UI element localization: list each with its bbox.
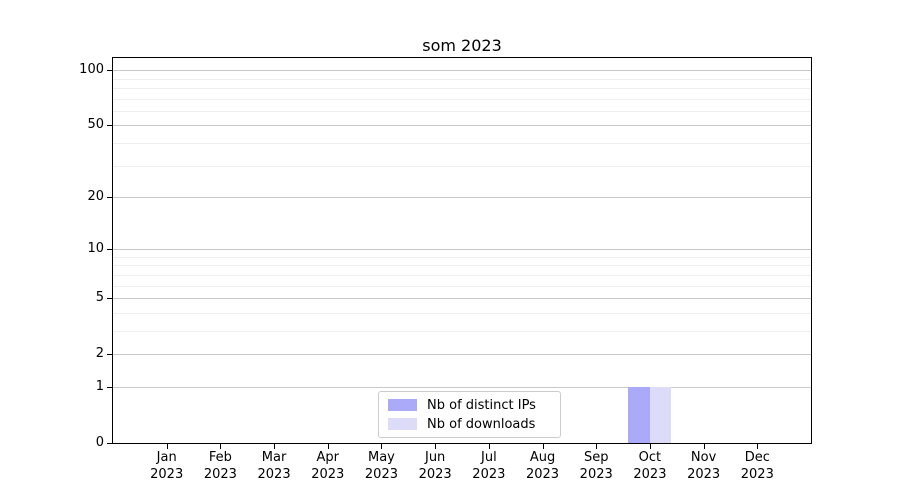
x-tick-mark bbox=[488, 444, 490, 449]
bar-nb-of-downloads-oct-2023 bbox=[649, 387, 672, 443]
x-tick-mark bbox=[703, 444, 705, 449]
x-tick-label: Aug 2023 bbox=[525, 450, 560, 482]
y-gridline-minor bbox=[113, 274, 811, 276]
legend-swatch-nb-of-downloads bbox=[388, 418, 417, 430]
legend-swatch-nb-of-distinct-ips bbox=[388, 399, 417, 411]
x-tick-mark bbox=[220, 444, 222, 449]
chart-title: som 2023 bbox=[422, 36, 502, 55]
y-tick-label: 20 bbox=[87, 189, 104, 204]
x-tick-mark bbox=[596, 444, 598, 449]
y-tick-mark bbox=[107, 249, 112, 251]
y-tick-mark bbox=[107, 386, 112, 388]
y-gridline-major bbox=[113, 386, 811, 388]
x-tick-mark bbox=[274, 444, 276, 449]
x-tick-label: Jul 2023 bbox=[472, 450, 506, 482]
y-gridline-major bbox=[113, 249, 811, 251]
x-tick-label: Apr 2023 bbox=[311, 450, 345, 482]
y-gridline-major bbox=[113, 125, 811, 127]
x-tick-label: May 2023 bbox=[364, 450, 398, 482]
y-tick-label: 5 bbox=[95, 290, 104, 306]
y-tick-label: 100 bbox=[79, 62, 104, 78]
x-tick-label: Nov 2023 bbox=[687, 450, 721, 482]
legend-label: Nb of distinct IPs bbox=[427, 397, 536, 413]
x-tick-label: Feb 2023 bbox=[203, 450, 237, 482]
legend-label: Nb of downloads bbox=[427, 416, 536, 432]
y-gridline-major bbox=[113, 354, 811, 356]
y-tick-label: 10 bbox=[87, 241, 104, 257]
y-gridline-minor bbox=[113, 98, 811, 100]
y-tick-label: 0 bbox=[95, 435, 104, 450]
x-tick-mark bbox=[757, 444, 759, 449]
y-tick-mark bbox=[107, 70, 112, 72]
y-gridline-minor bbox=[113, 165, 811, 167]
y-tick-mark bbox=[107, 443, 112, 444]
y-gridline-minor bbox=[113, 312, 811, 314]
x-tick-label: Jun 2023 bbox=[418, 450, 452, 482]
plot-area bbox=[112, 57, 812, 444]
y-gridline-minor bbox=[113, 110, 811, 112]
x-tick-mark bbox=[166, 444, 168, 449]
x-tick-label: Jan 2023 bbox=[150, 450, 184, 482]
y-tick-mark bbox=[107, 298, 112, 300]
y-gridline-minor bbox=[113, 285, 811, 287]
y-gridline-minor bbox=[113, 265, 811, 267]
x-tick-mark bbox=[435, 444, 437, 449]
y-gridline-minor bbox=[113, 87, 811, 89]
x-tick-mark bbox=[381, 444, 383, 449]
y-tick-label: 1 bbox=[95, 378, 104, 394]
y-gridline-minor bbox=[113, 78, 811, 80]
y-gridline-minor bbox=[113, 256, 811, 258]
x-tick-mark bbox=[327, 444, 329, 449]
x-tick-label: Dec 2023 bbox=[740, 450, 774, 482]
y-tick-mark bbox=[107, 354, 112, 356]
y-gridline-minor bbox=[113, 330, 811, 332]
x-tick-mark bbox=[649, 444, 651, 449]
y-tick-label: 2 bbox=[95, 346, 104, 362]
x-tick-label: Oct 2023 bbox=[633, 450, 667, 482]
x-tick-label: Sep 2023 bbox=[579, 450, 613, 482]
y-tick-mark bbox=[107, 197, 112, 198]
legend-item-nb-of-downloads: Nb of downloads bbox=[388, 417, 560, 432]
y-gridline-major bbox=[113, 70, 811, 72]
x-tick-label: Mar 2023 bbox=[257, 450, 291, 482]
bar-nb-of-distinct-ips-oct-2023 bbox=[628, 387, 650, 443]
x-tick-mark bbox=[542, 444, 544, 449]
legend: Nb of distinct IPs Nb of downloads bbox=[378, 391, 561, 438]
y-gridline-minor bbox=[113, 142, 811, 144]
y-gridline-major bbox=[113, 197, 811, 198]
y-gridline-major bbox=[113, 298, 811, 300]
y-tick-label: 50 bbox=[87, 117, 104, 133]
legend-item-nb-of-distinct-ips: Nb of distinct IPs bbox=[388, 398, 560, 413]
y-tick-mark bbox=[107, 125, 112, 127]
